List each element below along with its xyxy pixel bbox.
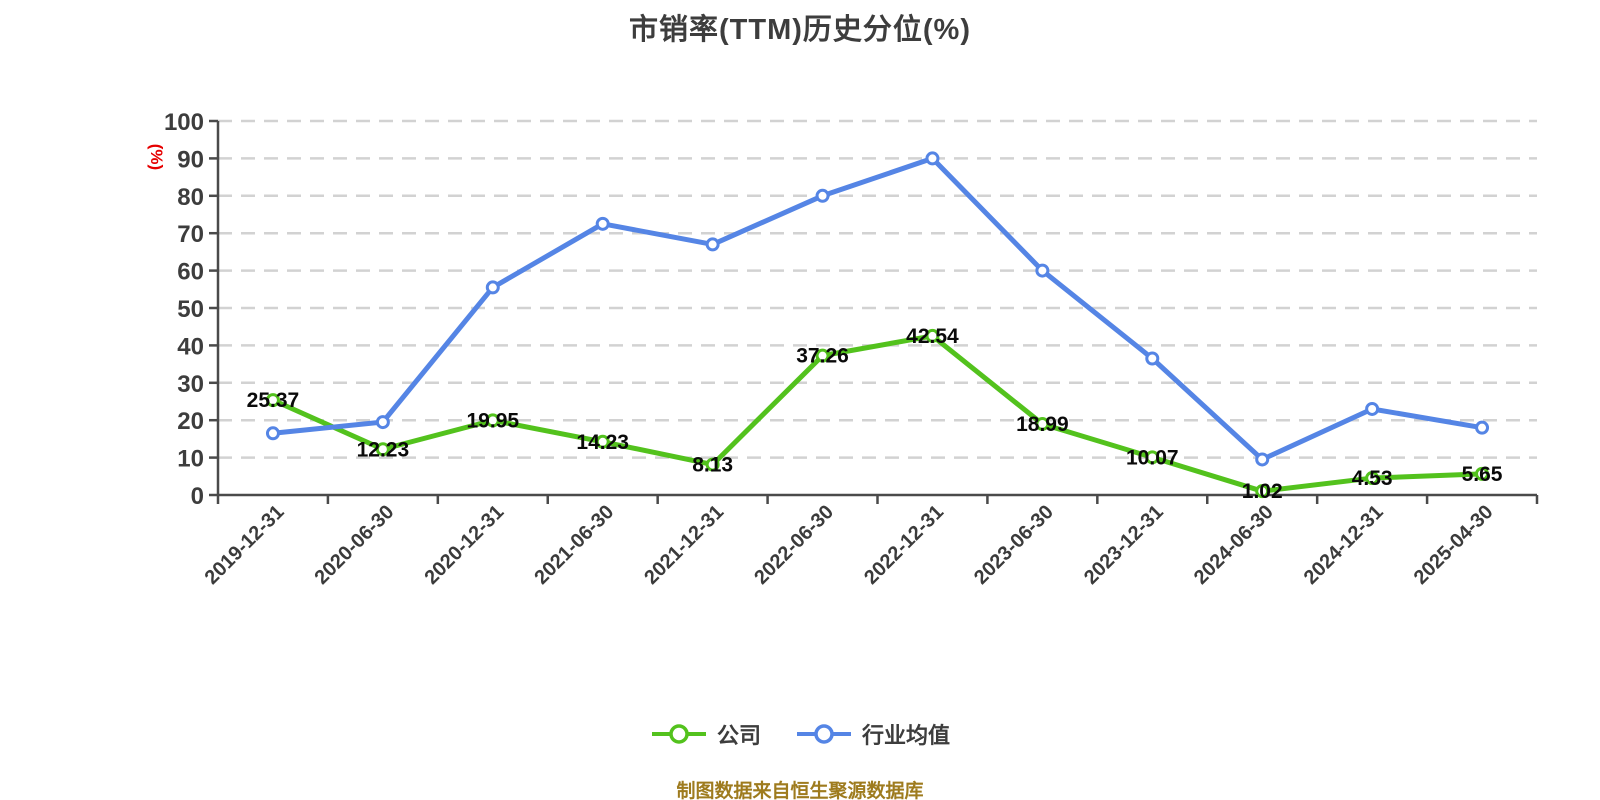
page-title: 市销率(TTM)历史分位(%) [628, 14, 971, 46]
series-line [270, 333, 1485, 494]
data-source-note: 制图数据来自恒生聚源数据库 [676, 781, 924, 800]
x-axis-tick-label: 2023-06-30 [970, 501, 1058, 589]
legend-item-industry[interactable]: 行业均值 [795, 718, 950, 750]
y-axis-tick-label: 90 [177, 146, 204, 173]
y-axis-tick-label: 100 [164, 109, 204, 136]
x-axis-tick-label: 2020-12-31 [420, 501, 508, 589]
data-point[interactable] [1145, 351, 1160, 366]
y-axis-tick-label: 0 [191, 483, 204, 510]
data-point-label: 14.23 [576, 431, 629, 454]
x-axis-tick-label: 2023-12-31 [1080, 501, 1168, 589]
data-point[interactable] [1035, 416, 1050, 431]
data-point[interactable] [1035, 263, 1050, 278]
x-axis-tick-label: 2022-12-31 [860, 501, 948, 589]
y-axis-tick-label: 60 [177, 259, 204, 286]
data-point[interactable] [265, 426, 280, 441]
chart-legend: 公司 行业均值 [0, 712, 1600, 756]
x-axis-tick-label: 2021-12-31 [640, 501, 728, 589]
company-series-marker-icon [651, 724, 706, 744]
data-point[interactable] [595, 216, 610, 231]
data-point[interactable] [815, 348, 830, 363]
y-axis-tick-label: 10 [177, 446, 204, 473]
data-point[interactable] [1255, 484, 1270, 499]
legend-label-company: 公司 [716, 723, 761, 748]
data-point[interactable] [265, 393, 280, 408]
data-point-label: 10.07 [1126, 446, 1179, 469]
data-point-label: 19.95 [467, 409, 520, 432]
series-industry [265, 151, 1490, 467]
data-point[interactable] [705, 457, 720, 472]
industry-series-marker-icon [797, 724, 851, 744]
data-point[interactable] [925, 328, 940, 343]
data-point[interactable] [375, 442, 390, 457]
y-axis-tick-label: 50 [177, 296, 204, 323]
data-point-label: 18.99 [1016, 413, 1069, 436]
gridlines [218, 119, 1537, 459]
legend-label-industry: 行业均值 [862, 723, 951, 748]
y-axis-tick-label: 20 [177, 408, 204, 435]
data-point[interactable] [1475, 420, 1490, 435]
data-point[interactable] [705, 237, 720, 252]
data-point[interactable] [1365, 471, 1380, 486]
data-point-label: 5.65 [1462, 463, 1503, 486]
x-axis-tick-label: 2024-06-30 [1190, 501, 1278, 589]
x-axis-tick-label: 2025-04-30 [1410, 501, 1498, 589]
x-axis-tick-label: 2022-06-30 [750, 501, 838, 589]
data-point-label: 25.37 [247, 389, 300, 412]
data-point[interactable] [485, 280, 500, 295]
data-point-label: 4.53 [1352, 467, 1393, 490]
data-point[interactable] [1255, 452, 1270, 467]
y-axis-tick-label: 80 [177, 184, 204, 211]
x-axis-tick-label: 2019-12-31 [201, 501, 289, 589]
data-point-label: 37.26 [796, 345, 849, 368]
data-point-label: 1.02 [1242, 480, 1283, 503]
series-line [270, 155, 1485, 462]
data-point[interactable] [1365, 401, 1380, 416]
data-point-label: 12.23 [357, 438, 410, 461]
data-point[interactable] [1145, 450, 1160, 465]
y-axis-tick-label: 30 [177, 371, 204, 398]
data-point[interactable] [485, 413, 500, 428]
y-axis-tick-label: 70 [177, 221, 204, 248]
x-axis-tick-label: 2021-06-30 [530, 501, 618, 589]
data-point[interactable] [595, 434, 610, 449]
data-point[interactable] [815, 188, 830, 203]
data-point[interactable] [925, 151, 940, 166]
y-axis-tick-label: 40 [177, 333, 204, 360]
series-company: 25.37 12.23 19.95 14.23 8.13 37.26 42.54 18.99 1… [247, 325, 1503, 503]
data-point[interactable] [375, 415, 390, 430]
data-point[interactable] [1475, 466, 1490, 481]
x-axis-tick-label: 2020-06-30 [311, 501, 399, 589]
x-axis-tick-label: 2024-12-31 [1300, 501, 1388, 589]
data-point-label: 42.54 [906, 325, 959, 348]
legend-item-company[interactable]: 公司 [650, 718, 761, 750]
data-point-label: 8.13 [692, 454, 733, 477]
